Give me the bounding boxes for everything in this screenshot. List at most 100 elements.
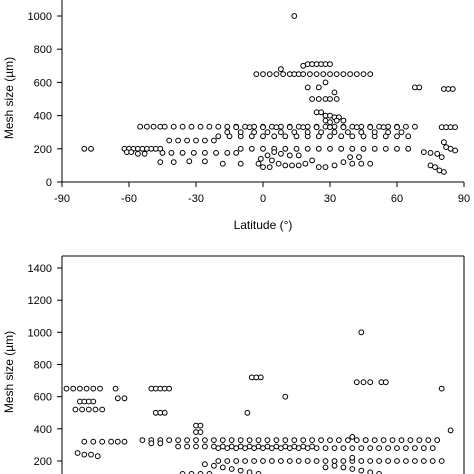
data-point <box>211 462 217 469</box>
data-point <box>190 150 197 156</box>
y-tick-label: 600 <box>34 392 52 404</box>
y-tick-label: 1000 <box>28 327 52 339</box>
data-point <box>193 437 199 444</box>
data-point <box>257 374 264 381</box>
data-point <box>345 437 351 444</box>
data-point <box>318 437 325 444</box>
data-point <box>327 124 333 131</box>
data-point <box>280 71 287 77</box>
data-point <box>170 123 177 130</box>
data-point <box>257 155 264 162</box>
data-point <box>266 71 273 77</box>
data-point <box>242 445 249 452</box>
data-point <box>358 467 365 474</box>
data-point <box>219 437 226 444</box>
data-point <box>376 458 383 464</box>
data-point <box>286 445 293 452</box>
data-point <box>269 157 275 164</box>
data-point <box>291 437 298 444</box>
data-point <box>349 466 356 472</box>
data-point <box>88 451 94 458</box>
data-point <box>70 385 77 392</box>
data-point <box>215 458 222 464</box>
data-point <box>394 124 400 131</box>
data-point <box>338 133 345 140</box>
data-point <box>90 398 97 405</box>
data-point <box>358 129 365 136</box>
data-point <box>304 445 311 452</box>
data-point <box>322 164 329 171</box>
data-point <box>367 71 374 77</box>
data-point <box>282 145 289 152</box>
data-point <box>74 450 81 456</box>
data-point <box>322 445 329 452</box>
data-point <box>157 440 164 447</box>
data-point <box>99 438 106 445</box>
data-point <box>175 437 182 444</box>
data-point <box>260 145 266 152</box>
data-point <box>278 445 284 452</box>
data-point <box>233 150 240 156</box>
data-point <box>219 160 226 167</box>
data-point <box>179 150 186 156</box>
data-point <box>260 445 266 452</box>
data-point <box>353 71 360 77</box>
data-point <box>193 137 199 144</box>
data-point <box>251 458 258 464</box>
data-point <box>398 129 405 136</box>
data-point <box>260 124 266 131</box>
data-point <box>161 123 168 130</box>
data-point <box>161 409 168 416</box>
data-point <box>331 162 338 169</box>
scatter-series-top <box>81 13 459 175</box>
data-point <box>367 469 374 474</box>
data-point <box>367 124 374 131</box>
data-point <box>349 133 356 140</box>
data-point <box>291 13 298 19</box>
data-point <box>302 160 309 167</box>
data-point <box>295 445 302 452</box>
x-tick-labels-top: -90 -60 -30 0 30 60 90 <box>54 193 470 205</box>
data-point <box>322 458 329 464</box>
data-point <box>224 445 231 452</box>
x-tick-label: 30 <box>324 193 336 205</box>
data-point <box>215 445 222 452</box>
data-point <box>307 71 313 77</box>
data-point <box>429 458 436 464</box>
data-point <box>313 71 320 77</box>
data-point <box>246 469 253 474</box>
data-point <box>137 123 144 130</box>
data-point <box>358 160 365 167</box>
y-tick-label: 400 <box>34 424 52 436</box>
x-tick-label: -30 <box>188 193 204 205</box>
data-point <box>367 458 374 464</box>
data-point <box>412 123 418 130</box>
data-point <box>157 159 164 166</box>
data-point <box>349 160 356 167</box>
data-point <box>333 96 340 102</box>
data-point <box>382 379 389 386</box>
data-point <box>300 124 307 131</box>
data-point <box>166 437 173 444</box>
data-point <box>286 124 293 131</box>
data-point <box>349 445 356 452</box>
data-point <box>255 437 262 444</box>
data-point <box>253 71 260 77</box>
data-point <box>135 150 141 157</box>
data-point <box>371 145 378 152</box>
data-point <box>360 71 367 77</box>
data-point <box>144 123 150 130</box>
data-point <box>139 437 146 444</box>
data-point <box>79 406 85 413</box>
data-point <box>331 129 338 136</box>
data-point <box>244 409 251 416</box>
data-point <box>273 437 280 444</box>
data-point <box>340 445 347 452</box>
data-point <box>275 160 282 167</box>
data-point <box>202 443 208 450</box>
chart-top: -90 -60 -30 0 30 60 90 0 200 400 600 800… <box>2 0 470 232</box>
data-point <box>175 137 182 144</box>
data-point <box>92 406 99 413</box>
y-tick-label: 1000 <box>28 11 52 23</box>
